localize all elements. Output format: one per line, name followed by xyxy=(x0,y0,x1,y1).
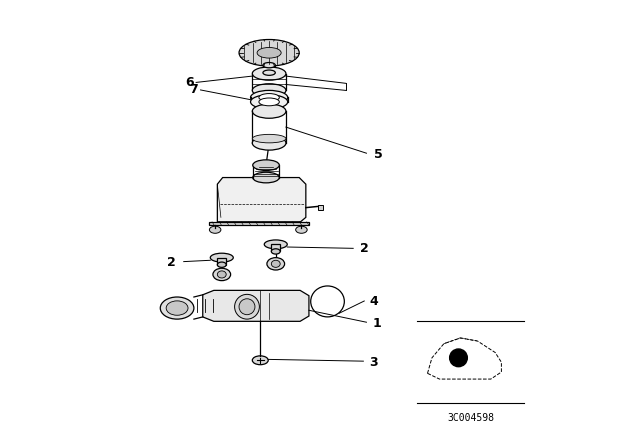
Ellipse shape xyxy=(271,249,280,254)
Ellipse shape xyxy=(253,160,279,171)
Ellipse shape xyxy=(253,172,279,183)
Ellipse shape xyxy=(296,226,307,233)
Text: 2: 2 xyxy=(168,256,176,269)
Text: 2: 2 xyxy=(360,242,369,255)
Ellipse shape xyxy=(252,84,286,97)
Text: 3C004598: 3C004598 xyxy=(447,413,494,423)
Ellipse shape xyxy=(252,104,286,118)
Ellipse shape xyxy=(218,271,226,278)
Text: 1: 1 xyxy=(372,317,381,330)
Polygon shape xyxy=(218,177,306,222)
Ellipse shape xyxy=(252,356,268,365)
Text: 3: 3 xyxy=(369,356,378,369)
Bar xyxy=(318,206,323,210)
Ellipse shape xyxy=(166,301,188,315)
Circle shape xyxy=(450,349,467,367)
Polygon shape xyxy=(209,222,309,225)
Ellipse shape xyxy=(310,286,344,317)
Ellipse shape xyxy=(257,47,281,58)
Ellipse shape xyxy=(264,240,287,249)
Ellipse shape xyxy=(250,95,288,109)
Bar xyxy=(263,65,275,73)
Text: 7: 7 xyxy=(189,83,198,96)
Ellipse shape xyxy=(213,268,230,280)
Ellipse shape xyxy=(160,297,194,319)
Ellipse shape xyxy=(259,98,279,106)
Ellipse shape xyxy=(211,253,234,262)
Ellipse shape xyxy=(271,260,280,267)
Ellipse shape xyxy=(252,67,286,80)
Ellipse shape xyxy=(263,70,275,75)
Ellipse shape xyxy=(259,94,279,101)
Ellipse shape xyxy=(209,226,221,233)
Ellipse shape xyxy=(250,90,288,104)
Ellipse shape xyxy=(267,258,285,270)
Ellipse shape xyxy=(235,294,259,319)
Ellipse shape xyxy=(239,299,255,314)
Ellipse shape xyxy=(252,136,286,150)
Ellipse shape xyxy=(263,63,275,68)
Ellipse shape xyxy=(239,39,300,66)
Bar xyxy=(271,244,280,251)
Ellipse shape xyxy=(218,262,226,267)
Polygon shape xyxy=(203,290,309,321)
Ellipse shape xyxy=(252,134,286,143)
Text: 4: 4 xyxy=(369,295,378,308)
Text: 5: 5 xyxy=(374,147,383,160)
Text: 6: 6 xyxy=(185,76,194,89)
Bar xyxy=(218,258,226,265)
Ellipse shape xyxy=(247,49,291,65)
